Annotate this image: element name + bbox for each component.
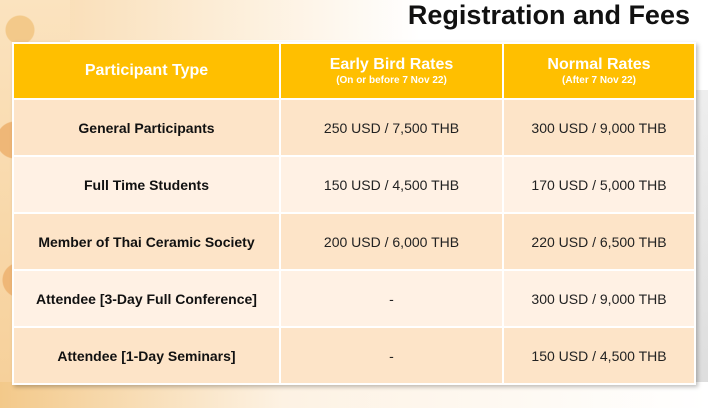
participant-type-cell: Full Time Students: [12, 155, 281, 214]
participant-type-cell: General Participants: [12, 98, 281, 157]
header-participant-type: Participant Type: [12, 42, 281, 100]
page-title: Registration and Fees: [407, 0, 690, 30]
normal-rate-cell: 150 USD / 4,500 THB: [502, 326, 696, 385]
header-label: Participant Type: [84, 62, 209, 79]
header-sublabel: (After 7 Nov 22): [562, 75, 636, 86]
table-row: Full Time Students 150 USD / 4,500 THB 1…: [12, 155, 696, 214]
early-rate-cell: -: [279, 326, 504, 385]
header-early-bird: Early Bird Rates (On or before 7 Nov 22): [279, 42, 504, 100]
decorative-banner-top: [0, 0, 420, 40]
table-header-row: Participant Type Early Bird Rates (On or…: [12, 42, 696, 100]
early-rate-cell: 250 USD / 7,500 THB: [279, 98, 504, 157]
early-rate-cell: -: [279, 269, 504, 328]
early-rate-cell: 150 USD / 4,500 THB: [279, 155, 504, 214]
participant-type-cell: Attendee [1-Day Seminars]: [12, 326, 281, 385]
normal-rate-cell: 300 USD / 9,000 THB: [502, 98, 696, 157]
normal-rate-cell: 170 USD / 5,000 THB: [502, 155, 696, 214]
table-row: Member of Thai Ceramic Society 200 USD /…: [12, 212, 696, 271]
table-row: Attendee [1-Day Seminars] - 150 USD / 4,…: [12, 326, 696, 385]
table-row: General Participants 250 USD / 7,500 THB…: [12, 98, 696, 157]
early-rate-cell: 200 USD / 6,000 THB: [279, 212, 504, 271]
table-row: Attendee [3-Day Full Conference] - 300 U…: [12, 269, 696, 328]
header-label: Normal Rates: [547, 56, 651, 73]
header-sublabel: (On or before 7 Nov 22): [336, 75, 447, 86]
participant-type-cell: Attendee [3-Day Full Conference]: [12, 269, 281, 328]
normal-rate-cell: 220 USD / 6,500 THB: [502, 212, 696, 271]
participant-type-cell: Member of Thai Ceramic Society: [12, 212, 281, 271]
fees-table: Participant Type Early Bird Rates (On or…: [12, 42, 696, 385]
decorative-pattern-right: [694, 90, 708, 408]
header-normal: Normal Rates (After 7 Nov 22): [502, 42, 696, 100]
decorative-pattern-bottom: [0, 382, 708, 408]
normal-rate-cell: 300 USD / 9,000 THB: [502, 269, 696, 328]
header-label: Early Bird Rates: [329, 56, 454, 73]
